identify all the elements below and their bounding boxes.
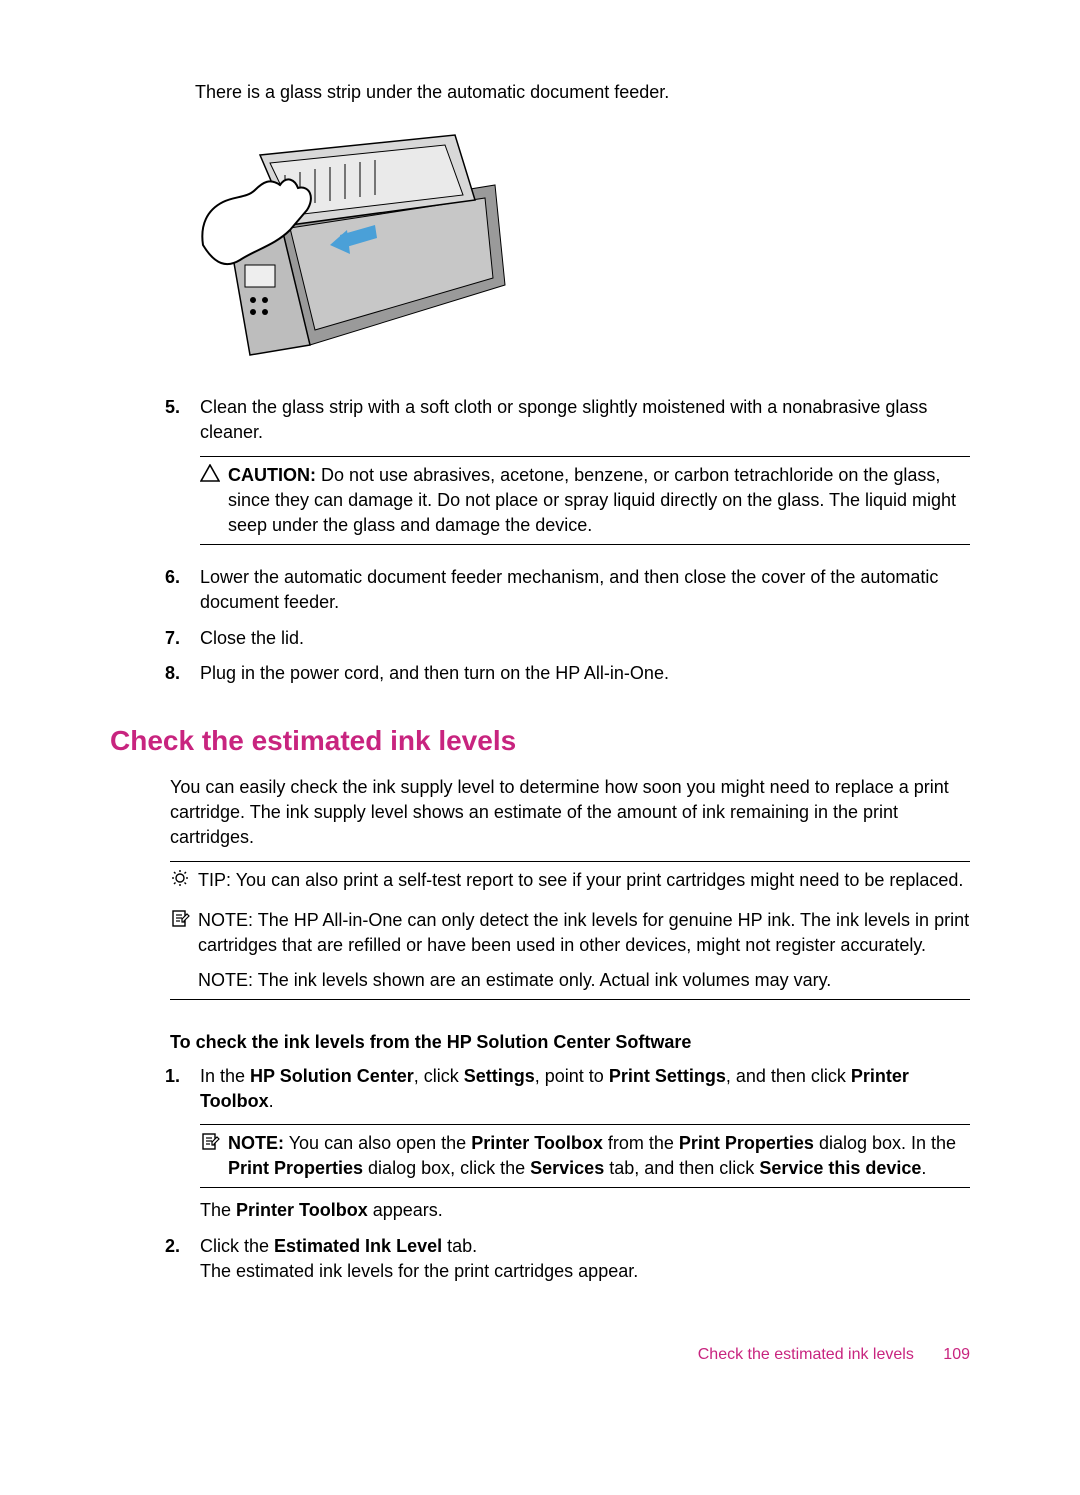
step-number: 5. xyxy=(165,395,200,555)
step-7: 7. Close the lid. xyxy=(110,626,970,651)
procedure-subheading: To check the ink levels from the HP Solu… xyxy=(170,1030,970,1055)
intro-paragraph: There is a glass strip under the automat… xyxy=(195,80,970,105)
step-result: The Printer Toolbox appears. xyxy=(200,1198,970,1223)
note-label: NOTE: xyxy=(198,910,253,930)
caution-icon xyxy=(200,464,220,482)
step-number: 6. xyxy=(165,565,200,615)
footer-section-title: Check the estimated ink levels xyxy=(698,1346,914,1363)
procedure-step-1: 1. In the HP Solution Center, click Sett… xyxy=(110,1064,970,1224)
caution-label: CAUTION: xyxy=(228,465,316,485)
step-text: In the HP Solution Center, click Setting… xyxy=(200,1066,909,1111)
note-text: You can also open the Printer Toolbox fr… xyxy=(228,1133,956,1178)
note-label: NOTE: xyxy=(228,1133,284,1153)
page-footer: Check the estimated ink levels 109 xyxy=(110,1344,970,1366)
note-callout-2: NOTE: The ink levels shown are an estima… xyxy=(198,968,970,993)
step-text: Plug in the power cord, and then turn on… xyxy=(200,661,970,686)
step-number: 7. xyxy=(165,626,200,651)
note-callout-1: NOTE: The HP All-in-One can only detect … xyxy=(170,902,970,1000)
caution-text: Do not use abrasives, acetone, benzene, … xyxy=(228,465,956,535)
section-intro: You can easily check the ink supply leve… xyxy=(170,775,970,851)
tip-note-stack: TIP: You can also print a self-test repo… xyxy=(170,861,970,1001)
note-label: NOTE: xyxy=(198,970,253,990)
step-8: 8. Plug in the power cord, and then turn… xyxy=(110,661,970,686)
tip-label: TIP: xyxy=(198,870,231,890)
note-text: The ink levels shown are an estimate onl… xyxy=(258,970,832,990)
step-number: 1. xyxy=(165,1064,200,1224)
step-text: Click the Estimated Ink Level tab. xyxy=(200,1234,970,1259)
note-icon xyxy=(200,1132,220,1152)
step-text: Close the lid. xyxy=(200,626,970,651)
tip-icon xyxy=(170,869,190,889)
step-text: Lower the automatic document feeder mech… xyxy=(200,565,970,615)
note-icon xyxy=(170,909,190,929)
step-number: 2. xyxy=(165,1234,200,1284)
note-text: The HP All-in-One can only detect the in… xyxy=(198,910,969,955)
page-number: 109 xyxy=(943,1346,970,1363)
tip-text: You can also print a self-test report to… xyxy=(236,870,964,890)
note-callout-3: NOTE: You can also open the Printer Tool… xyxy=(200,1124,970,1188)
tip-callout: TIP: You can also print a self-test repo… xyxy=(170,862,970,902)
printer-illustration xyxy=(195,130,970,360)
step-text: Clean the glass strip with a soft cloth … xyxy=(200,397,927,442)
step-result: The estimated ink levels for the print c… xyxy=(200,1259,970,1284)
section-heading: Check the estimated ink levels xyxy=(110,721,970,760)
step-6: 6. Lower the automatic document feeder m… xyxy=(110,565,970,615)
caution-callout: CAUTION: Do not use abrasives, acetone, … xyxy=(200,456,970,546)
step-number: 8. xyxy=(165,661,200,686)
step-5: 5. Clean the glass strip with a soft clo… xyxy=(110,395,970,555)
procedure-step-2: 2. Click the Estimated Ink Level tab. Th… xyxy=(110,1234,970,1284)
